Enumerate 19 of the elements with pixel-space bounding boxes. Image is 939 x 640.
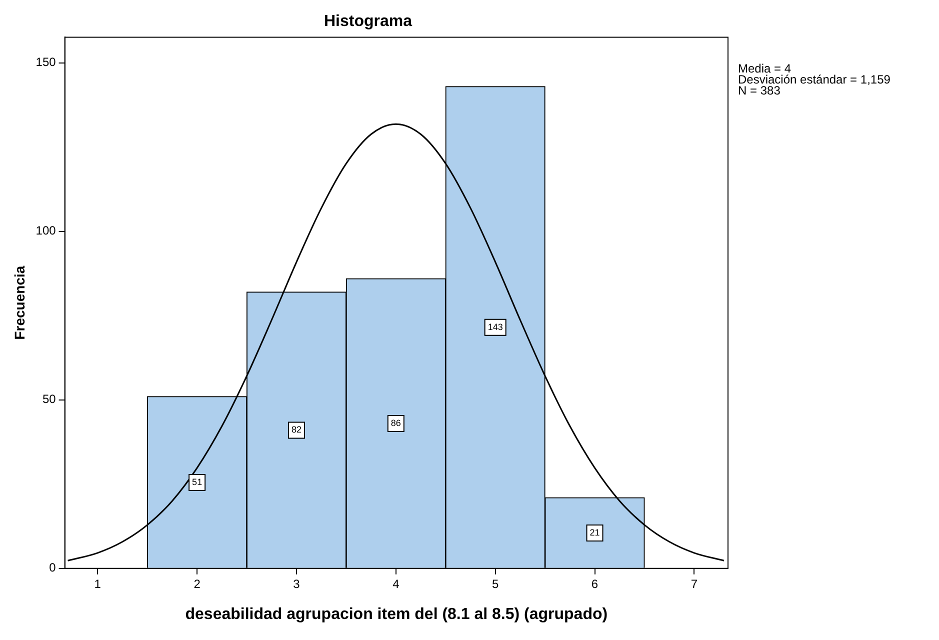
x-tick-label: 5	[492, 576, 499, 591]
x-tick-label: 1	[94, 576, 102, 591]
data-label: 21	[590, 527, 600, 538]
x-tick-label: 4	[392, 576, 400, 591]
x-tick-label: 2	[194, 576, 201, 591]
y-axis-title: Frecuencia	[11, 266, 28, 340]
x-tick-label: 6	[591, 576, 598, 591]
chart-title: Histograma	[324, 13, 412, 30]
x-axis-title: deseabilidad agrupacion item del (8.1 al 8.5) (agrupado)	[185, 606, 608, 623]
y-tick-label: 0	[49, 560, 56, 575]
data-label: 82	[291, 424, 302, 435]
data-label: 51	[192, 476, 202, 487]
y-tick-label: 50	[42, 392, 56, 406]
data-label: 143	[488, 322, 503, 332]
data-label: 86	[390, 418, 401, 428]
x-tick-label: 3	[293, 576, 300, 591]
y-tick-label: 150	[36, 55, 56, 70]
x-tick-label: 7	[690, 576, 698, 591]
y-tick-label: 100	[36, 224, 56, 238]
